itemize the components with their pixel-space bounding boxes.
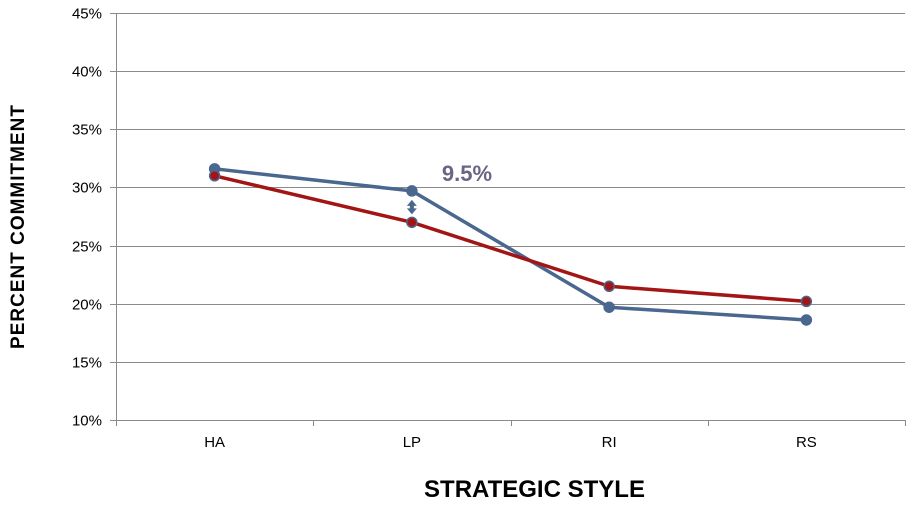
y-tick-label: 15% xyxy=(72,355,102,372)
y-tick-label: 25% xyxy=(72,239,102,256)
y-axis-ticks: 10% 15% 20% 25% 30% 35% 40% 45% xyxy=(72,6,116,430)
axes xyxy=(116,13,905,421)
x-tick-label: HA xyxy=(204,434,225,451)
y-axis-title: PERCENT COMMITMENT xyxy=(8,104,29,349)
y-tick-label: 45% xyxy=(72,6,102,23)
series-2-line xyxy=(214,174,807,304)
y-tick-label: 10% xyxy=(72,413,102,430)
x-axis-title: STRATEGIC STYLE xyxy=(424,476,645,503)
y-tick-label: 30% xyxy=(72,180,102,197)
series-2-point xyxy=(800,295,813,308)
series-2-point xyxy=(208,170,221,182)
series-group xyxy=(208,163,813,326)
series-1-point xyxy=(603,301,615,313)
y-tick-label: 40% xyxy=(72,64,102,81)
difference-arrow xyxy=(406,199,417,215)
x-tick-label: LP xyxy=(403,434,421,451)
series-1-point xyxy=(800,314,813,326)
series-2-point xyxy=(406,216,418,229)
annotation-group: 9.5% xyxy=(406,161,492,215)
x-tick-label: RI xyxy=(602,434,617,451)
x-axis-ticks: HA LP RI RS xyxy=(116,420,906,451)
series-1-line xyxy=(214,167,807,322)
series-2-point xyxy=(603,280,615,293)
gridlines xyxy=(116,13,905,363)
y-tick-label: 35% xyxy=(72,122,102,139)
series-1-point xyxy=(406,185,418,197)
y-tick-label: 20% xyxy=(72,297,102,314)
difference-annotation: 9.5% xyxy=(442,161,492,186)
x-tick-label: RS xyxy=(796,434,817,451)
